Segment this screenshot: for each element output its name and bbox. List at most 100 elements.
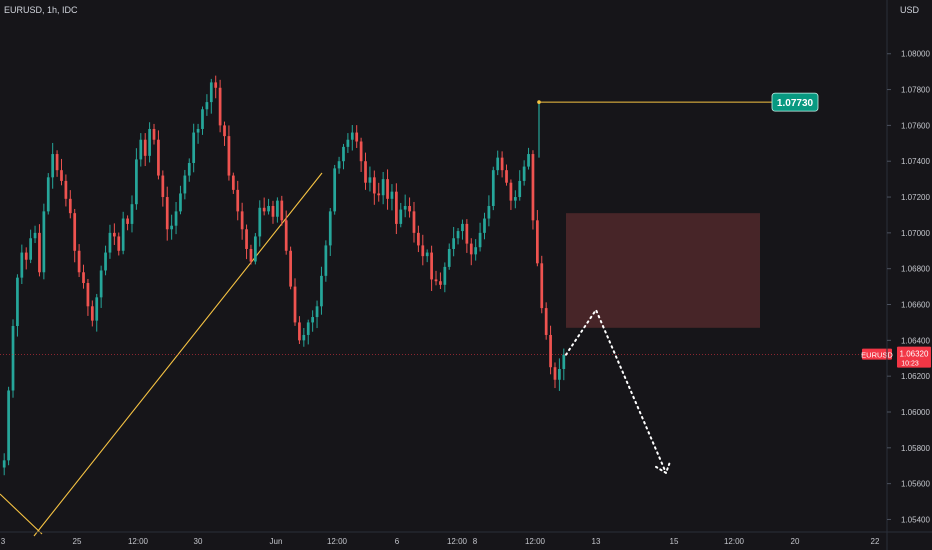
candle <box>42 203 46 280</box>
candle <box>11 319 15 398</box>
candle <box>214 75 218 99</box>
candle-body <box>293 286 297 323</box>
candle-body <box>377 193 381 196</box>
candle <box>231 172 235 194</box>
y-tick-label: 1.07200 <box>901 193 930 202</box>
candle-body <box>421 245 425 257</box>
candle-body <box>139 139 143 160</box>
candle-body <box>430 252 433 280</box>
candle <box>315 300 319 329</box>
candle <box>381 171 385 205</box>
candle <box>86 278 90 316</box>
candle <box>324 240 328 282</box>
symbol-tag: EURUSD <box>861 348 893 360</box>
candle <box>518 170 522 201</box>
symbol-tag-text: EURUSD <box>861 351 893 360</box>
candle-body <box>183 175 187 194</box>
candle-body <box>452 238 456 249</box>
candle <box>51 142 55 189</box>
candle-body <box>364 161 367 183</box>
candle-body <box>64 180 68 199</box>
candle <box>386 169 389 210</box>
candle-body <box>342 146 345 162</box>
candle <box>227 125 231 181</box>
symbol-tag-box <box>862 348 892 360</box>
candle <box>333 164 337 215</box>
candle <box>90 300 94 327</box>
x-tick-label: 20 <box>791 537 800 546</box>
candle <box>121 211 125 255</box>
y-tick-label: 1.06400 <box>901 336 930 345</box>
candle-body <box>412 211 416 233</box>
candle-body <box>108 232 112 253</box>
candle <box>540 255 544 314</box>
candle-body <box>284 220 288 251</box>
resistance-zone-layer <box>566 213 760 328</box>
candle-body <box>403 205 407 210</box>
candle <box>280 195 284 226</box>
candle <box>209 78 213 114</box>
candle-body <box>227 136 231 176</box>
candle-body <box>474 247 478 255</box>
candle <box>271 200 275 224</box>
descending-trendline <box>0 493 43 535</box>
candle <box>469 238 473 266</box>
candle-body <box>262 207 266 212</box>
candle <box>531 150 535 230</box>
candle-body <box>346 139 350 147</box>
candle <box>439 272 442 290</box>
candle-body <box>483 218 486 233</box>
candle-body <box>399 209 403 224</box>
candle <box>505 164 508 186</box>
candle-body <box>522 166 526 181</box>
candle <box>535 210 539 267</box>
candle-body <box>38 232 41 273</box>
candle-body <box>491 170 495 206</box>
candle <box>148 122 151 163</box>
candle-body <box>417 232 420 246</box>
candle-body <box>161 175 165 198</box>
candle-body <box>236 189 240 212</box>
candle <box>372 170 376 205</box>
candle-body <box>478 232 482 248</box>
candle <box>117 232 121 256</box>
candle <box>95 293 99 332</box>
candle <box>452 226 456 257</box>
candle-body <box>443 266 447 285</box>
y-tick-label: 1.07400 <box>901 157 930 166</box>
candle-body <box>425 252 429 257</box>
x-tick-label: 12:00 <box>327 537 348 546</box>
candle-body <box>333 168 337 212</box>
candle-body <box>104 252 107 271</box>
candle <box>513 190 517 209</box>
x-tick-label: 15 <box>670 537 679 546</box>
candle-body <box>112 232 116 237</box>
candle-body <box>267 205 270 212</box>
candle-body <box>223 125 226 137</box>
candle <box>553 362 557 389</box>
projection-arrowhead <box>655 460 671 475</box>
candle <box>350 125 354 151</box>
candle <box>2 453 6 476</box>
candle <box>509 179 513 210</box>
candle-body <box>540 263 544 309</box>
candle-body <box>187 163 191 176</box>
candle-body <box>535 220 539 264</box>
candle-body <box>280 200 284 221</box>
candle <box>64 174 68 207</box>
y-tick-label: 1.06000 <box>901 408 930 417</box>
candles <box>2 75 566 476</box>
candle <box>139 133 143 167</box>
candle-body <box>42 211 46 273</box>
candle <box>126 215 129 231</box>
candle-body <box>152 128 156 140</box>
candle <box>496 150 500 176</box>
candle-body <box>86 283 90 307</box>
candle-body <box>487 205 491 219</box>
candle <box>483 212 486 240</box>
candle-body <box>90 306 94 321</box>
candle <box>474 239 478 261</box>
candle-body <box>386 179 389 199</box>
candle <box>55 150 59 177</box>
